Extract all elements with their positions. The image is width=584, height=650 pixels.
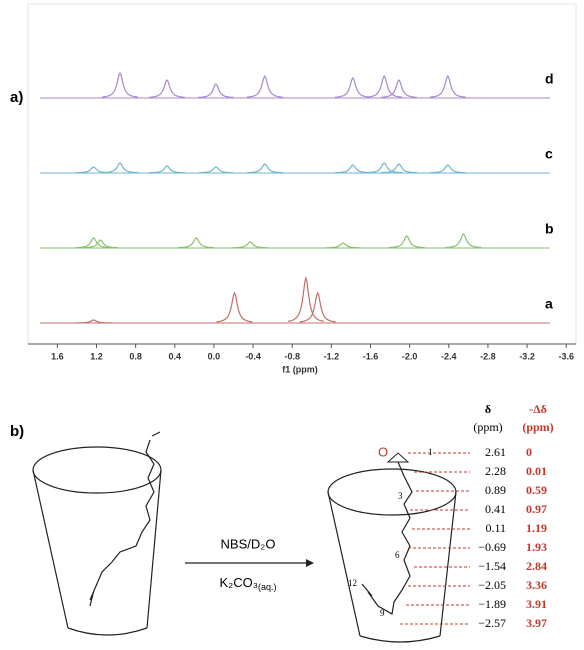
peak <box>101 71 139 98</box>
peak <box>75 319 112 324</box>
x-tick-label: -3.6 <box>558 351 574 361</box>
x-tick-label: -1.6 <box>363 351 379 361</box>
shift-value: 0 <box>526 445 532 459</box>
peak <box>325 242 362 249</box>
x-tick-label: -2.8 <box>480 351 496 361</box>
peak <box>149 165 185 174</box>
delta-value: 0.89 <box>485 483 506 497</box>
oxygen: O <box>378 444 388 459</box>
reagent: K₂CO₃ <box>219 575 258 590</box>
peak <box>334 164 371 174</box>
shift-value: 0.01 <box>526 464 547 478</box>
atom-number: 6 <box>395 550 400 560</box>
delta-value: −2.57 <box>478 616 506 630</box>
peak <box>246 74 283 98</box>
peak <box>232 241 269 249</box>
x-tick-label: 0.4 <box>169 351 182 361</box>
panel-label: a) <box>10 89 23 106</box>
x-tick-label: -0.8 <box>284 351 300 361</box>
x-tick-label: 1.6 <box>51 351 64 361</box>
header: (ppm) <box>473 420 502 434</box>
shift-value: 1.93 <box>526 540 547 554</box>
arrowhead <box>306 559 314 567</box>
peak <box>299 291 336 323</box>
peak <box>102 162 138 174</box>
peak <box>178 237 215 249</box>
peak <box>366 74 403 98</box>
panel-label: b) <box>10 423 24 440</box>
peak <box>216 291 253 323</box>
x-axis-label: f1 (ppm) <box>282 364 318 374</box>
reagent: NBS/D₂O <box>221 536 276 551</box>
atom-number: 12 <box>348 578 357 588</box>
peak <box>197 166 234 174</box>
header: δ <box>485 402 491 416</box>
x-tick-label: 1.2 <box>90 351 103 361</box>
cavitand <box>327 468 457 643</box>
reagent-subscript: (aq.) <box>258 582 277 592</box>
delta-value: 2.61 <box>485 445 506 459</box>
delta-value: 0.41 <box>485 502 506 516</box>
peak <box>429 74 466 98</box>
header: (ppm) <box>522 420 553 434</box>
peak <box>429 164 466 174</box>
x-tick-label: 0.8 <box>129 351 142 361</box>
trace-label: a <box>545 296 553 312</box>
peak <box>388 235 425 249</box>
spectrum-frame <box>27 3 577 345</box>
peak <box>334 76 371 98</box>
peak <box>380 78 417 98</box>
peak <box>287 275 325 322</box>
x-tick-label: -1.2 <box>324 351 340 361</box>
shift-value: 2.84 <box>526 559 547 573</box>
delta-value: −0.69 <box>478 540 506 554</box>
peak <box>366 162 403 174</box>
peak <box>246 163 283 174</box>
peak <box>380 163 417 174</box>
peak <box>197 83 234 99</box>
shift-value: 3.97 <box>526 616 547 630</box>
x-tick-label: -3.2 <box>519 351 535 361</box>
shift-value: 3.36 <box>526 578 547 592</box>
shift-value: 3.91 <box>526 597 547 611</box>
reagent: K₂CO₃(aq.) <box>219 575 276 592</box>
guest-chain <box>89 431 161 607</box>
epoxide <box>386 452 410 463</box>
shift-value: 0.59 <box>526 483 547 497</box>
trace-label: b <box>545 221 554 237</box>
peak <box>149 78 185 98</box>
product-chain <box>361 461 413 615</box>
x-tick-label: -2.0 <box>402 351 418 361</box>
peak <box>75 237 112 249</box>
x-tick-label: -2.4 <box>441 351 457 361</box>
trace-label: d <box>545 71 554 87</box>
atom-number: 3 <box>398 491 403 501</box>
x-tick-label: 0.0 <box>208 351 221 361</box>
delta-value: −2.05 <box>478 578 506 592</box>
shift-leaders <box>400 452 470 625</box>
atom-number: 9 <box>380 608 385 618</box>
atom-number: 1 <box>428 447 433 457</box>
x-tick-label: -0.4 <box>245 351 261 361</box>
delta-value: −1.89 <box>478 597 506 611</box>
delta-value: 2.28 <box>485 464 506 478</box>
trace-label: c <box>545 146 553 162</box>
delta-value: 0.11 <box>485 521 506 535</box>
cavitand <box>32 446 162 636</box>
peak <box>82 239 119 249</box>
shift-value: 0.97 <box>526 502 547 516</box>
header: -Δδ <box>529 402 547 416</box>
shift-value: 1.19 <box>526 521 547 535</box>
peak <box>445 233 482 249</box>
delta-value: −1.54 <box>478 559 506 573</box>
